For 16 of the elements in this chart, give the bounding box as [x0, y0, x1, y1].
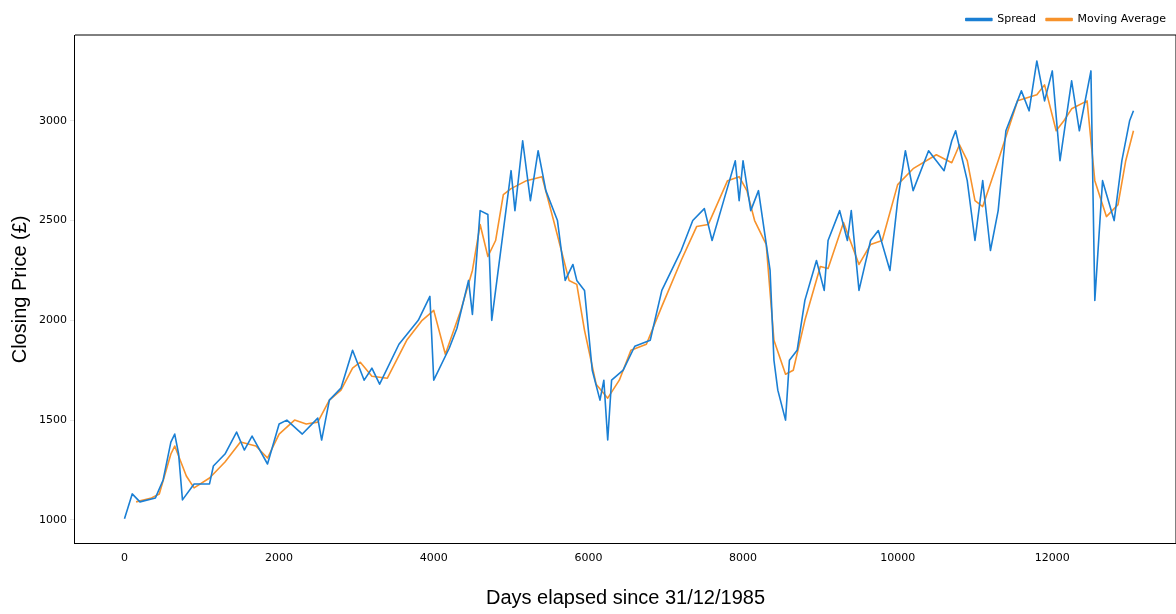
y-axis-title: Closing Price (£) [7, 215, 30, 364]
x-axis-title: Days elapsed since 31/12/1985 [485, 585, 766, 608]
x-tick-label: 12000 [1034, 551, 1070, 565]
y-tick-label: 2500 [38, 213, 67, 227]
legend-label: Moving Average [1077, 12, 1167, 26]
y-tick-label: 3000 [38, 113, 67, 127]
x-tick-label: 10000 [880, 551, 916, 565]
x-tick-label: 8000 [729, 551, 758, 565]
legend-label: Spread [997, 12, 1037, 26]
y-tick-label: 2000 [38, 313, 67, 327]
y-tick-label: 1500 [38, 412, 67, 426]
x-tick-label: 6000 [574, 551, 603, 565]
y-tick-label: 1000 [38, 512, 67, 526]
x-tick-label: 0 [120, 551, 128, 565]
x-tick-label: 2000 [265, 551, 294, 565]
x-tick-label: 4000 [419, 551, 448, 565]
